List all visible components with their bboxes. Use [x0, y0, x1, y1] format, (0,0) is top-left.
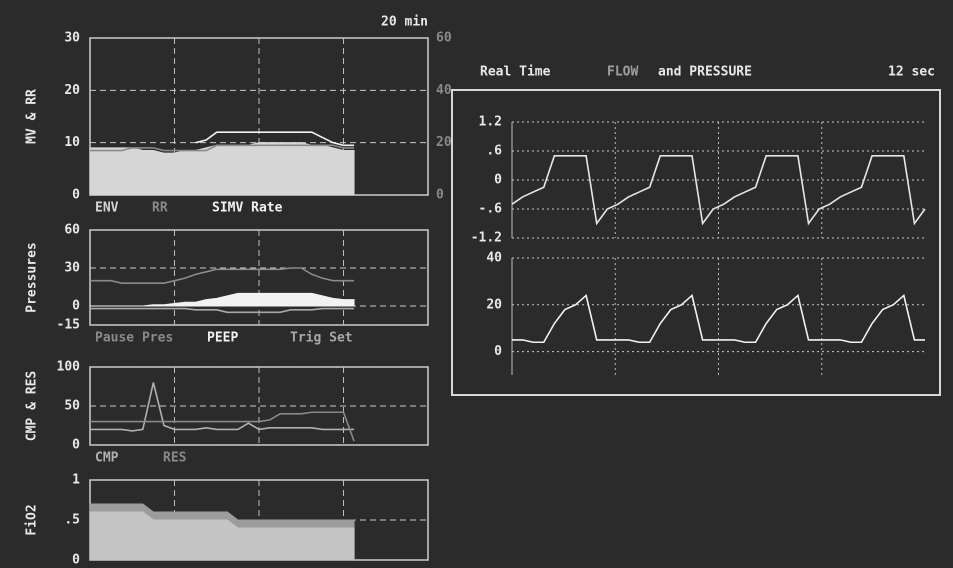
realtime-title-highlight: FLOW: [607, 65, 638, 80]
y-tick-label: -.6: [479, 202, 503, 217]
legend-entry: RR: [152, 201, 168, 216]
legend-entry: Trig Set: [290, 331, 353, 346]
realtime-title: Real Time: [480, 65, 551, 80]
y-axis-label: FiO2: [25, 504, 40, 535]
y-tick-label: .5: [64, 513, 80, 528]
legend-entry: PEEP: [207, 331, 238, 346]
y-tick-label: -1.2: [471, 231, 502, 246]
y-tick-label: 50: [64, 399, 80, 414]
legend-entry: CMP: [95, 451, 119, 466]
y-axis-label: MV & RR: [25, 89, 40, 144]
y-tick-label: 1.2: [479, 115, 502, 130]
legend-entry: RES: [163, 451, 187, 466]
y-tick-label: 0: [72, 553, 80, 568]
y-tick-label: 30: [64, 31, 80, 46]
y-tick-label: 0: [72, 299, 80, 314]
y-tick-label: .6: [486, 144, 502, 159]
y-tick-label: 20: [64, 83, 80, 98]
y2-tick-label: 20: [436, 135, 452, 150]
y-tick-label: 0: [72, 438, 80, 453]
y-tick-label: 20: [486, 297, 502, 312]
y2-tick-label: 0: [436, 188, 444, 203]
y-tick-label: 1: [72, 473, 80, 488]
legend-entry: SIMV Rate: [212, 201, 283, 216]
legend-entry: Pause Pres: [95, 331, 173, 346]
y-tick-label: 30: [64, 261, 80, 276]
legend-entry: ENV: [95, 201, 119, 216]
y-tick-label: 0: [494, 344, 502, 359]
y-tick-label: 0: [494, 173, 502, 188]
y2-tick-label: 40: [436, 83, 452, 98]
realtime-title-rest: and PRESSURE: [658, 65, 752, 80]
y-tick-label: 0: [72, 188, 80, 203]
trace-area: [90, 143, 354, 195]
y-axis-label: CMP & RES: [25, 371, 40, 442]
y-axis-label: Pressures: [25, 242, 40, 312]
duration-label: 20 min: [381, 15, 428, 30]
y-tick-label: 100: [57, 360, 81, 375]
y-tick-label: -15: [57, 318, 80, 333]
y2-tick-label: 60: [436, 31, 452, 46]
monitor-screen: Real Time FLOW and PRESSURE 12 sec 01020…: [0, 0, 953, 568]
y-tick-label: 10: [64, 135, 80, 150]
y-tick-label: 60: [64, 223, 80, 238]
y-tick-label: 40: [486, 251, 502, 266]
realtime-duration: 12 sec: [888, 65, 935, 80]
